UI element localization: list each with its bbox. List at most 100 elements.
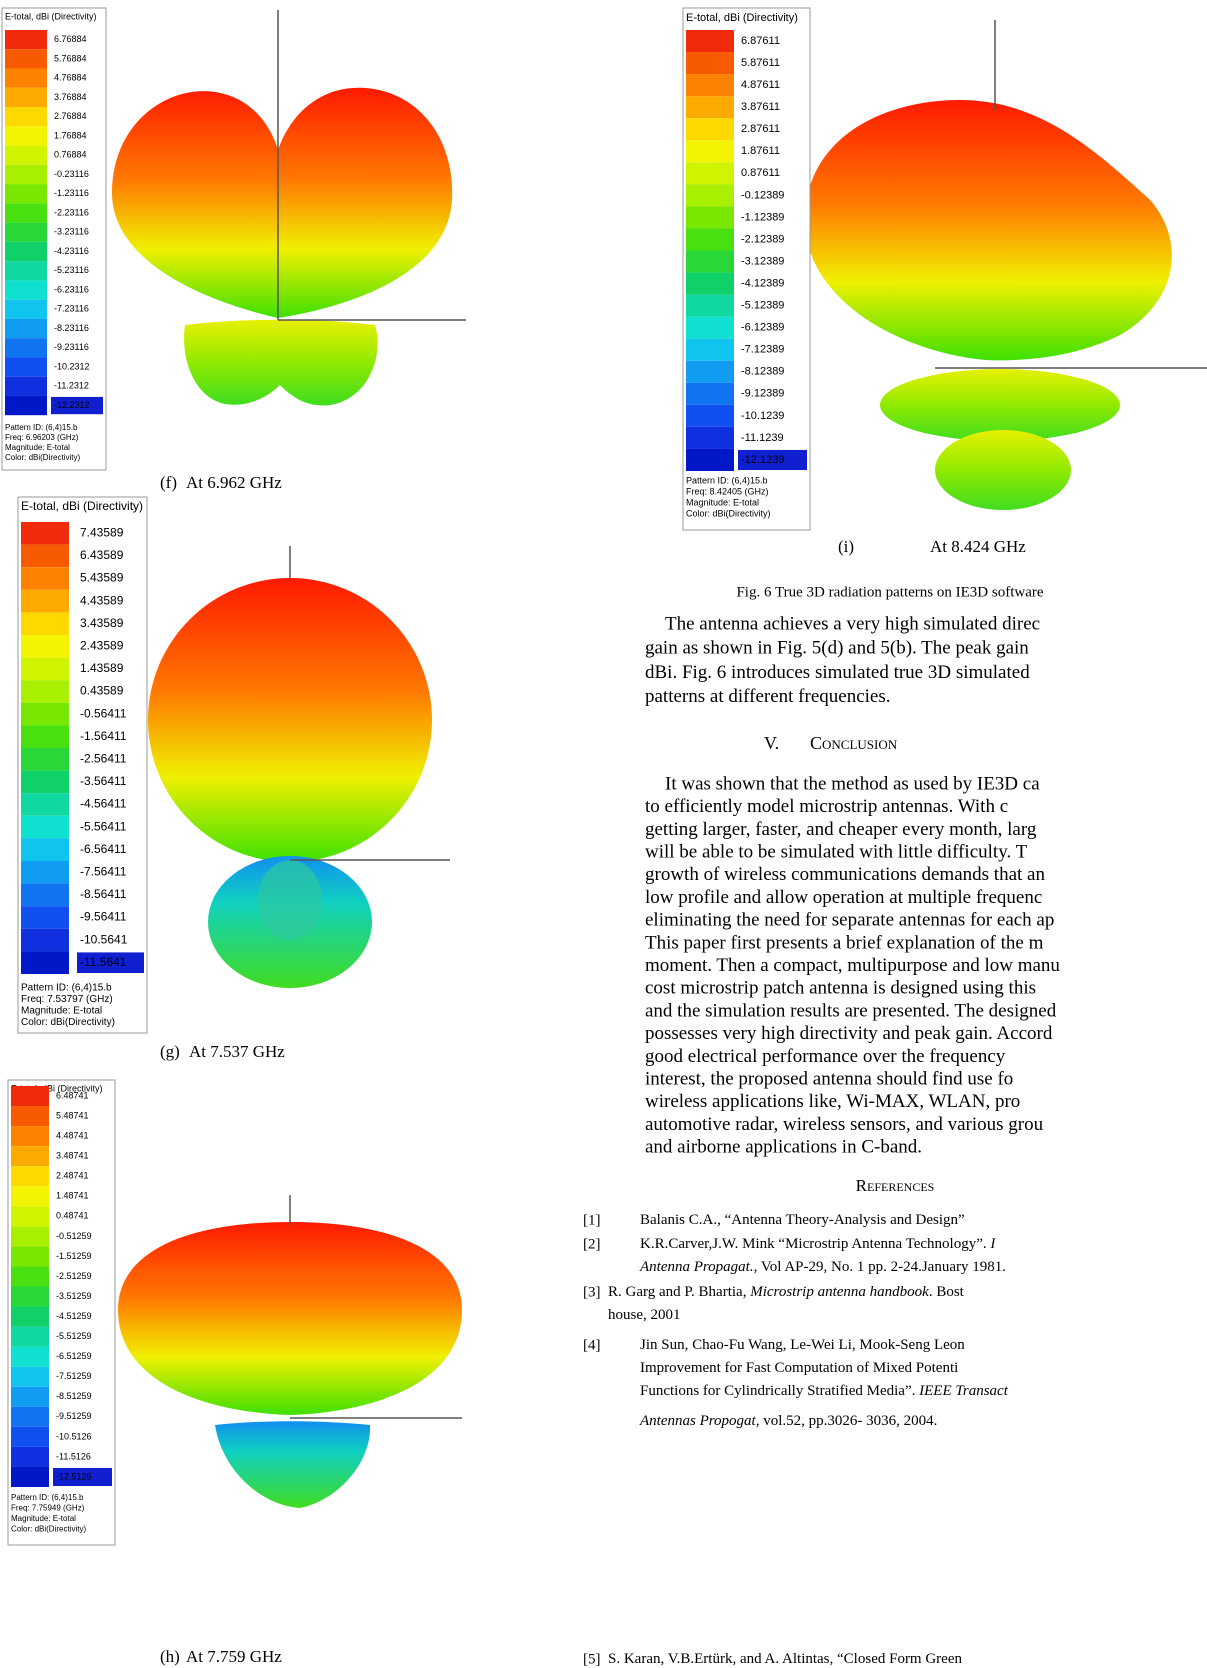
legend-swatch (21, 522, 69, 545)
legend-label: -6.51259 (56, 1351, 92, 1361)
reference-line: house, 2001 (608, 1307, 681, 1323)
legend-swatch (686, 118, 734, 140)
legend-label: -0.12389 (741, 189, 784, 201)
panel-caption: (i) (838, 537, 854, 556)
reference-text: , vol.52, pp.3026- 3036, 2004. (756, 1413, 938, 1429)
legend-swatch (5, 242, 47, 261)
legend-label: -9.56411 (80, 910, 127, 924)
legend-swatch (21, 703, 69, 726)
legend-label: -0.51259 (56, 1231, 92, 1241)
legend-swatch (21, 725, 69, 748)
reference-text: IEEE Transact (918, 1383, 1009, 1399)
body-line: growth of wireless communications demand… (645, 864, 1045, 885)
legend-swatch (5, 280, 47, 299)
legend-label: 0.43589 (80, 684, 124, 698)
legend-label: -6.12389 (741, 322, 784, 334)
legend-label: -6.23116 (54, 284, 89, 294)
legend-label: 7.43589 (80, 525, 124, 539)
section-title: Conclusion (810, 733, 898, 753)
legend-swatch (21, 884, 69, 907)
reference-line: Improvement for Fast Computation of Mixe… (640, 1360, 958, 1376)
reference-line: K.R.Carver,J.W. Mink “Microstrip Antenna… (640, 1236, 996, 1252)
legend-label: -7.51259 (56, 1371, 92, 1381)
pattern-info: Freq: 7.75949 (GHz) (11, 1504, 85, 1513)
pattern-info: Color: dBi(Directivity) (11, 1525, 86, 1534)
legend-swatch (686, 228, 734, 250)
legend-swatch (686, 96, 734, 118)
legend-swatch (5, 49, 47, 68)
references-title: References (856, 1176, 935, 1195)
legend-label: -10.5641 (80, 932, 128, 946)
legend-swatch (21, 567, 69, 590)
legend-label: -0.56411 (80, 706, 127, 720)
pattern-info: Pattern ID: (6,4)15.b (686, 475, 768, 485)
body-line: It was shown that the method as used by … (665, 773, 1040, 794)
legend-label: 3.76884 (54, 92, 87, 102)
legend-label: 1.48741 (56, 1191, 89, 1201)
panel-caption: (g) (160, 1042, 180, 1061)
reference-text: , Vol AP-29, No. 1 pp. 2-24.January 1981… (754, 1259, 1006, 1275)
panel-caption: At 7.537 GHz (189, 1042, 285, 1061)
legend-label: -3.56411 (80, 774, 127, 788)
body-line: eliminating the need for separate antenn… (645, 910, 1054, 931)
body-line: will be able to be simulated with little… (645, 841, 1028, 862)
panel-caption: At 7.759 GHz (186, 1647, 282, 1666)
legend-swatch (5, 107, 47, 126)
body-line: gain as shown in Fig. 5(d) and 5(b). The… (645, 638, 1029, 659)
body-line: dBi. Fig. 6 introduces simulated true 3D… (645, 662, 1030, 683)
body-line: patterns at different frequencies. (645, 686, 890, 707)
pattern-info: Magnitude: E-total (21, 1006, 102, 1017)
legend-label: 1.76884 (54, 130, 87, 140)
pattern-h (118, 1195, 462, 1508)
legend-swatch (11, 1266, 49, 1286)
reference-text: Improvement for Fast Computation of Mixe… (640, 1360, 958, 1376)
legend-swatch (5, 396, 47, 415)
legend-swatch (21, 816, 69, 839)
legend-swatch (11, 1467, 49, 1487)
pattern-info: Freq: 8.42405 (GHz) (686, 486, 769, 496)
legend-label: 3.43589 (80, 616, 124, 630)
legend-label: -5.12389 (741, 300, 784, 312)
legend-swatch (11, 1347, 49, 1367)
legend-label: -11.1239 (741, 432, 784, 444)
legend-label: 0.76884 (54, 150, 87, 160)
legend-swatch (686, 162, 734, 184)
reference-label: [4] (583, 1337, 601, 1353)
legend-swatch (11, 1367, 49, 1387)
legend-label: -3.23116 (54, 227, 89, 237)
reference-text: Antenna Propagat. (639, 1259, 754, 1275)
legend-swatch (5, 223, 47, 242)
legend-swatch (5, 88, 47, 107)
legend-swatch (686, 273, 734, 295)
reference-text: house, 2001 (608, 1307, 681, 1323)
legend-label: 1.87611 (741, 145, 780, 157)
legend-swatch (5, 261, 47, 280)
legend-label: -9.12389 (741, 388, 784, 400)
legend-label: -12.5126 (56, 1471, 92, 1481)
legend-swatch (686, 427, 734, 449)
legend-label: 2.87611 (741, 123, 780, 135)
legend-label: -1.51259 (56, 1251, 92, 1261)
body-line: This paper first presents a brief explan… (645, 932, 1044, 953)
legend-label: -4.23116 (54, 246, 89, 256)
legend-label: -10.5126 (56, 1431, 92, 1441)
legend-swatch (11, 1206, 49, 1226)
reference-text: Functions for Cylindrically Stratified M… (640, 1383, 919, 1399)
legend-swatch (21, 861, 69, 884)
legend-swatch (21, 635, 69, 658)
legend-swatch (21, 590, 69, 613)
reference-label: [1] (583, 1212, 601, 1228)
legend-label: 6.87611 (741, 35, 780, 47)
legend-label: -4.51259 (56, 1311, 92, 1321)
legend-swatch (21, 771, 69, 794)
legend-label: 2.48741 (56, 1171, 89, 1181)
legend-swatch (5, 126, 47, 145)
legend-label: -11.2312 (54, 381, 89, 391)
pattern-info: Freq: 6.96203 (GHz) (5, 433, 79, 442)
reference-text: K.R.Carver,J.W. Mink “Microstrip Antenna… (640, 1236, 990, 1252)
legend-label: -7.23116 (54, 304, 89, 314)
pattern-info: Color: dBi(Directivity) (21, 1017, 115, 1028)
legend-swatch (11, 1307, 49, 1327)
legend-swatch (686, 206, 734, 228)
legend-label: -11.5126 (56, 1451, 91, 1461)
